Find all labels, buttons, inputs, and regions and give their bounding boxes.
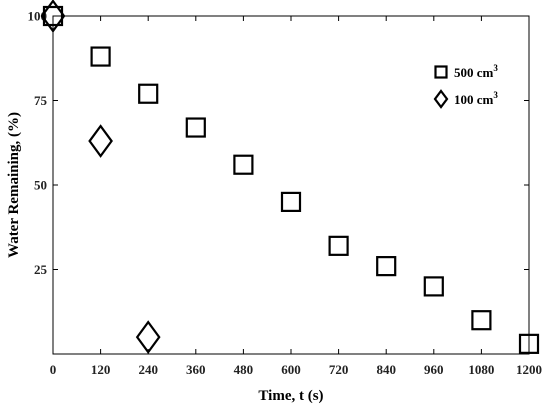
- legend-label-text: 500 cm: [454, 65, 494, 80]
- plot-area-frame: [52, 15, 530, 355]
- square-point: [233, 154, 254, 175]
- x-tick-label: 720: [329, 362, 349, 377]
- square-point: [185, 117, 206, 138]
- x-tick-label: 840: [376, 362, 396, 377]
- x-tick-label: 1200: [516, 362, 542, 377]
- x-tick-label: 960: [424, 362, 444, 377]
- ticks-layer: 0 120 240 360 480 600 720 840 960 1080 1200 25 50 75 1…: [28, 9, 543, 378]
- square-point: [328, 235, 349, 256]
- y-axis-title: Water Remaining, (%): [6, 112, 22, 258]
- series-squares: [42, 5, 540, 354]
- x-tick-label: 360: [186, 362, 206, 377]
- y-tick-label: 100: [28, 9, 48, 24]
- legend-item: 500 cm3: [434, 63, 498, 80]
- square-point: [280, 191, 302, 212]
- square-point: [471, 310, 492, 331]
- series-diamonds: [40, 0, 161, 354]
- legend-label-superscript: 3: [493, 63, 498, 73]
- x-tick-label: 240: [138, 362, 158, 377]
- diamond-point: [88, 124, 113, 158]
- legend-label: 100 cm3: [454, 90, 498, 107]
- x-tick-label: 600: [281, 362, 301, 377]
- legend-item: 100 cm3: [433, 89, 498, 109]
- x-tick-label: 1080: [468, 362, 494, 377]
- x-axis-title: Time, t (s): [258, 388, 323, 404]
- x-tick-label: 0: [50, 362, 57, 377]
- legend-label-superscript: 3: [493, 90, 498, 100]
- y-tick-label: 50: [34, 178, 47, 193]
- square-point: [376, 256, 397, 277]
- legend-square-icon: [434, 65, 448, 79]
- marks-layer: [40, 0, 540, 354]
- x-tick-label: 120: [91, 362, 111, 377]
- diamond-point: [135, 320, 161, 354]
- legend-label-text: 100 cm: [454, 92, 494, 107]
- legend-diamond-icon: [433, 89, 449, 109]
- legend-label: 500 cm3: [454, 63, 498, 80]
- square-point: [423, 276, 444, 297]
- y-tick-label: 75: [34, 93, 48, 108]
- y-tick-label: 25: [34, 262, 48, 277]
- square-point: [138, 83, 159, 104]
- x-tick-label: 480: [234, 362, 254, 377]
- square-point: [90, 46, 111, 67]
